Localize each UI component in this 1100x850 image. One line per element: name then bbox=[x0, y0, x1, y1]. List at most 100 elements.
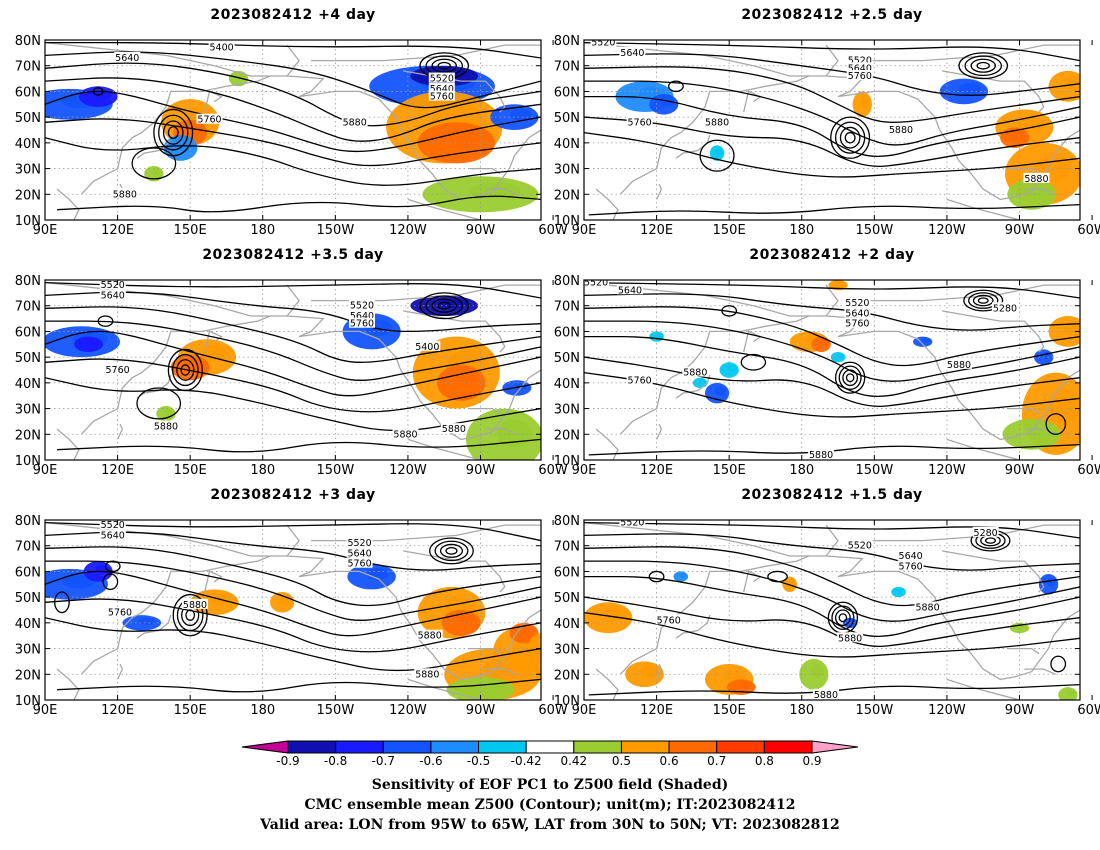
lon-tick-label: 120E bbox=[101, 463, 134, 478]
z500-contour bbox=[429, 537, 474, 565]
coastline bbox=[468, 647, 501, 655]
colorbar-tick-label: 0.9 bbox=[802, 754, 822, 768]
lon-tick-label: 150E bbox=[713, 463, 746, 478]
z500-contour bbox=[97, 315, 114, 327]
z500-contour bbox=[721, 305, 738, 317]
z500-contour bbox=[57, 195, 541, 213]
z500-contour bbox=[45, 118, 541, 167]
caption-line-2: CMC ensemble mean Z500 (Contour); unit(m… bbox=[304, 797, 796, 813]
lon-tick-label: 90W bbox=[466, 703, 496, 718]
panel-title: 2023082412 +3 day bbox=[210, 487, 376, 503]
lon-tick-label: 150E bbox=[174, 223, 207, 238]
lat-tick-label: 80N bbox=[15, 274, 41, 289]
contour-label-bg bbox=[416, 629, 443, 640]
coastline bbox=[656, 423, 663, 440]
panel-title: 2023082412 +2 day bbox=[749, 247, 915, 263]
z500-contour bbox=[584, 95, 1080, 158]
coastline bbox=[743, 330, 762, 353]
lon-tick-label: 90E bbox=[572, 703, 597, 718]
sensitivity-shading bbox=[448, 129, 484, 148]
z500-contour bbox=[162, 120, 184, 145]
coastline bbox=[311, 44, 541, 62]
z500-contour bbox=[668, 80, 684, 93]
lon-tick-label: 90E bbox=[572, 223, 597, 238]
z500-contour bbox=[131, 147, 177, 180]
contour-label: 5760 bbox=[657, 615, 681, 626]
z500-contour bbox=[834, 121, 866, 154]
coastline bbox=[468, 407, 501, 415]
coastline bbox=[675, 134, 711, 159]
coastline bbox=[56, 188, 80, 220]
coastline bbox=[80, 555, 271, 675]
lat-tick-label: 60N bbox=[554, 325, 580, 340]
contour-label-bg bbox=[346, 537, 373, 548]
z500-contour bbox=[767, 570, 788, 583]
z500-contour bbox=[1050, 655, 1067, 673]
lon-tick-label: 150W bbox=[856, 703, 894, 718]
z500-contour bbox=[172, 593, 208, 637]
sensitivity-shading bbox=[164, 408, 173, 416]
lon-tick-label: 60W bbox=[538, 703, 568, 718]
z500-contour bbox=[584, 533, 1080, 571]
sensitivity-shading bbox=[201, 345, 228, 362]
contour-label: 5520 bbox=[101, 520, 125, 531]
colorbar-tick-label: -0.8 bbox=[323, 754, 348, 768]
sensitivity-shading bbox=[920, 338, 930, 343]
z500-contour bbox=[57, 678, 541, 693]
contour-label: 5280 bbox=[993, 303, 1017, 314]
coastline bbox=[485, 668, 518, 675]
lon-tick-label: 180 bbox=[250, 703, 275, 718]
z500-contour bbox=[136, 387, 182, 420]
coastline bbox=[136, 134, 172, 159]
colorbar-arrow-high bbox=[811, 740, 859, 754]
lon-tick-label: 180 bbox=[250, 223, 275, 238]
contour-label: 5880 bbox=[1024, 174, 1048, 185]
panel-title: 2023082412 +1.5 day bbox=[741, 487, 923, 503]
contour-label-bg bbox=[846, 70, 873, 80]
coastline bbox=[619, 315, 810, 435]
lon-tick-label: 90E bbox=[572, 463, 597, 478]
z500-contour bbox=[45, 546, 541, 607]
sensitivity-shading bbox=[151, 168, 161, 176]
coastline bbox=[946, 198, 1020, 220]
contour-label-bg bbox=[682, 366, 709, 377]
coastline bbox=[1024, 668, 1057, 675]
colorbar-swatch bbox=[668, 740, 718, 754]
contour-label-bg bbox=[99, 529, 126, 540]
sensitivity-shading bbox=[698, 379, 706, 385]
coastline bbox=[850, 284, 1080, 302]
lat-tick-label: 80N bbox=[554, 34, 580, 49]
lat-tick-label: 70N bbox=[554, 60, 580, 75]
sensitivity-shading bbox=[959, 83, 981, 95]
lat-tick-label: 30N bbox=[554, 163, 580, 178]
sensitivity-shading bbox=[1011, 131, 1025, 141]
contour-label: 5880 bbox=[343, 117, 367, 128]
sensitivity-shading bbox=[526, 633, 541, 675]
sensitivity-shading bbox=[655, 333, 662, 338]
lon-tick-label: 60W bbox=[1077, 463, 1100, 478]
z500-contour bbox=[964, 55, 1003, 77]
sensitivity-shading bbox=[509, 108, 532, 121]
coastline bbox=[468, 167, 501, 175]
sensitivity-shading bbox=[1018, 115, 1045, 132]
lat-tick-label: 60N bbox=[15, 85, 41, 100]
colorbar-tick-label: -0.42 bbox=[510, 754, 542, 768]
contour-label-bg bbox=[619, 520, 646, 527]
lon-tick-label: 120E bbox=[640, 463, 673, 478]
contour-label-bg bbox=[99, 520, 126, 530]
lon-tick-label: 180 bbox=[789, 703, 814, 718]
colorbar bbox=[241, 740, 859, 754]
contour-label-bg bbox=[619, 46, 646, 57]
map-panel: 55205640552056405760576058805880588010N2… bbox=[15, 514, 568, 718]
contour-label: 5880 bbox=[442, 424, 466, 435]
lat-tick-label: 10N bbox=[554, 454, 580, 469]
contour-label-bg bbox=[887, 124, 914, 134]
colorbar-swatch bbox=[525, 740, 575, 754]
sensitivity-shading bbox=[679, 573, 686, 578]
panel-frame bbox=[44, 39, 542, 221]
z500-contour bbox=[740, 353, 767, 371]
sensitivity-shading bbox=[1049, 386, 1080, 424]
colorbar-swatch bbox=[335, 740, 384, 754]
lat-tick-label: 40N bbox=[15, 137, 41, 152]
sensitivity-shading bbox=[1065, 689, 1075, 697]
